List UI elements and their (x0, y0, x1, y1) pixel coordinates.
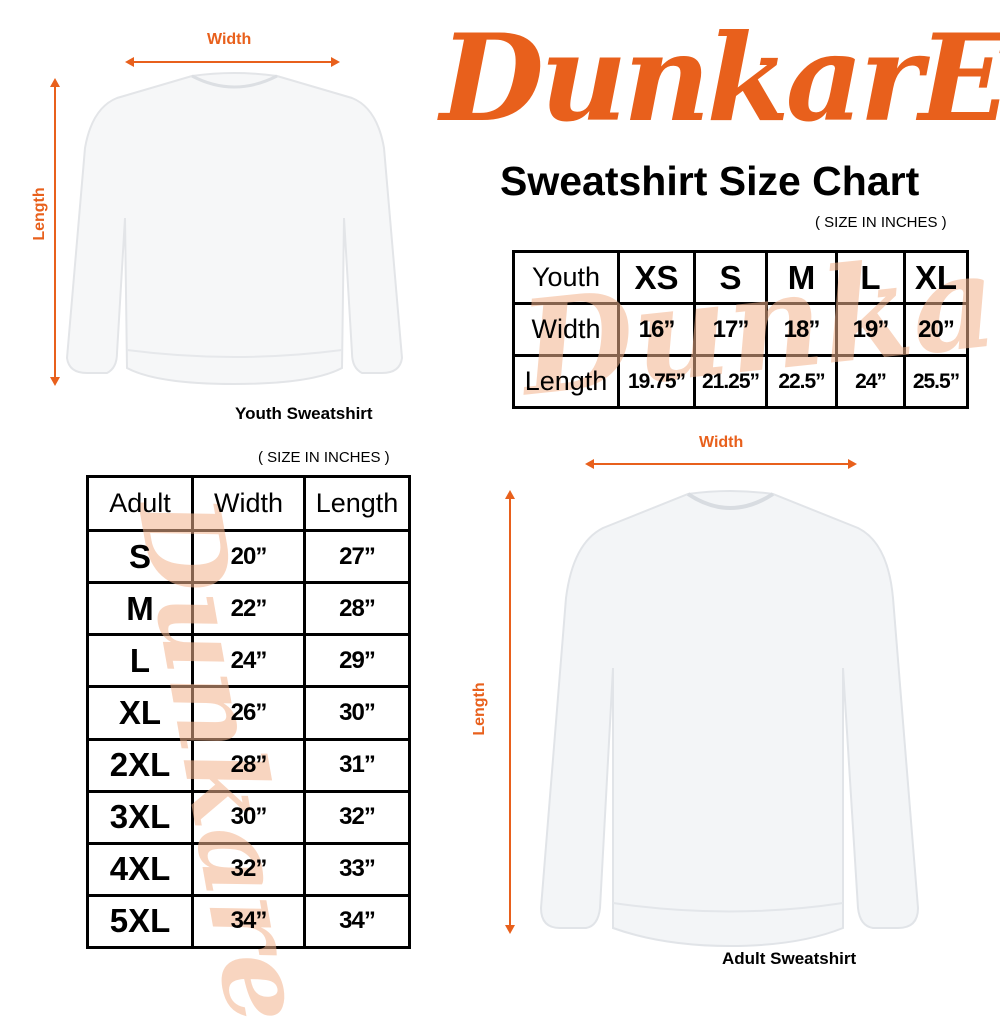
adult-size-row: M 22” 28” (86, 581, 411, 637)
adult-width-arrow (585, 459, 857, 469)
adult-caption: Adult Sweatshirt (722, 949, 857, 968)
youth-header-cell: S (693, 250, 768, 305)
table-cell: 34” (191, 893, 306, 950)
table-cell: 21.25” (693, 354, 768, 409)
table-cell: 25.5” (903, 354, 969, 409)
adult-header-row: Adult Width Length (86, 474, 411, 533)
row-label: Width (512, 302, 620, 357)
table-cell: 30” (191, 789, 306, 845)
table-cell: 27” (303, 529, 411, 585)
youth-width-label: Width (207, 31, 252, 48)
row-label: S (86, 529, 194, 585)
row-label: 3XL (86, 789, 194, 845)
adult-length-label: Length (471, 682, 488, 736)
youth-header-cell: XS (617, 250, 696, 305)
adult-header-cell: Adult (86, 474, 194, 533)
youth-header-cell: Youth (512, 250, 620, 305)
adult-size-row: 5XL 34” 34” (86, 893, 411, 950)
youth-size-table: Youth XS S M L XL Width 16” 17” 18” 19” … (512, 250, 969, 409)
adult-units-note: ( SIZE IN INCHES ) (258, 449, 390, 466)
brand-logo: DunkarE (440, 8, 1000, 149)
table-cell: 30” (303, 685, 411, 741)
adult-size-row: L 24” 29” (86, 633, 411, 689)
table-cell: 32” (303, 789, 411, 845)
adult-size-row: 3XL 30” 32” (86, 789, 411, 845)
row-label: 2XL (86, 737, 194, 793)
row-label: XL (86, 685, 194, 741)
row-label: M (86, 581, 194, 637)
table-cell: 19” (835, 302, 906, 357)
adult-size-row: 2XL 28” 31” (86, 737, 411, 793)
youth-length-arrow (50, 78, 60, 386)
adult-size-row: XL 26” 30” (86, 685, 411, 741)
adult-size-row: S 20” 27” (86, 529, 411, 585)
table-cell: 31” (303, 737, 411, 793)
adult-header-cell: Length (303, 474, 411, 533)
youth-width-arrow (125, 57, 340, 67)
table-cell: 20” (903, 302, 969, 357)
table-cell: 29” (303, 633, 411, 689)
youth-units-note: ( SIZE IN INCHES ) (815, 214, 947, 231)
adult-width-label: Width (699, 434, 744, 451)
youth-width-row: Width 16” 17” 18” 19” 20” (512, 302, 969, 357)
row-label: L (86, 633, 194, 689)
table-cell: 24” (835, 354, 906, 409)
adult-header-cell: Width (191, 474, 306, 533)
adult-size-table: Adult Width Length S 20” 27” M 22” 28” L 24” 29”… (86, 474, 411, 950)
table-cell: 28” (303, 581, 411, 637)
row-label: 4XL (86, 841, 194, 897)
row-label: 5XL (86, 893, 194, 950)
table-cell: 17” (693, 302, 768, 357)
youth-caption: Youth Sweatshirt (235, 404, 373, 423)
adult-size-row: 4XL 32” 33” (86, 841, 411, 897)
adult-sweatshirt-image (539, 490, 920, 948)
table-cell: 22.5” (765, 354, 838, 409)
table-cell: 19.75” (617, 354, 696, 409)
adult-length-arrow (505, 490, 515, 934)
table-cell: 16” (617, 302, 696, 357)
youth-header-cell: L (835, 250, 906, 305)
youth-length-row: Length 19.75” 21.25” 22.5” 24” 25.5” (512, 354, 969, 409)
table-cell: 32” (191, 841, 306, 897)
youth-header-cell: XL (903, 250, 969, 305)
table-cell: 18” (765, 302, 838, 357)
row-label: Length (512, 354, 620, 409)
table-cell: 26” (191, 685, 306, 741)
table-cell: 33” (303, 841, 411, 897)
youth-sweatshirt-image (65, 72, 404, 386)
youth-header-cell: M (765, 250, 838, 305)
youth-header-row: Youth XS S M L XL (512, 250, 969, 305)
table-cell: 34” (303, 893, 411, 950)
page-title: Sweatshirt Size Chart (500, 158, 920, 204)
table-cell: 20” (191, 529, 306, 585)
table-cell: 28” (191, 737, 306, 793)
table-cell: 24” (191, 633, 306, 689)
table-cell: 22” (191, 581, 306, 637)
